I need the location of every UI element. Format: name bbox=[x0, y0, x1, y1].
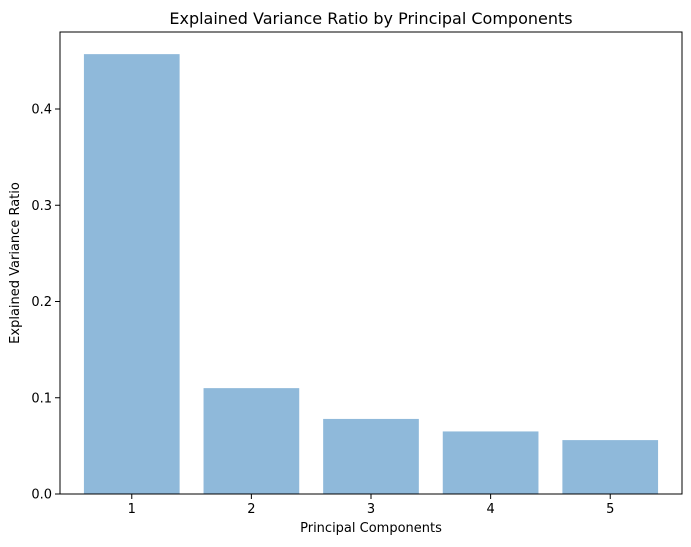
plot-frame bbox=[59, 31, 683, 495]
x-tick-label: 2 bbox=[247, 502, 255, 517]
y-tick-label: 0.1 bbox=[31, 391, 52, 406]
x-tick-label: 4 bbox=[486, 502, 494, 517]
y-tick-label: 0.4 bbox=[31, 103, 52, 118]
x-tick-label: 3 bbox=[367, 502, 375, 517]
y-axis-label: Explained Variance Ratio bbox=[8, 182, 23, 344]
x-tick-label: 1 bbox=[128, 502, 136, 517]
bar-1 bbox=[83, 54, 180, 494]
bars-layer bbox=[83, 54, 659, 495]
y-tick-label: 0.2 bbox=[31, 295, 52, 310]
bar-2 bbox=[203, 388, 300, 495]
chart-title: Explained Variance Ratio by Principal Co… bbox=[169, 9, 572, 28]
x-tick-label: 5 bbox=[606, 502, 614, 517]
bar-5 bbox=[562, 440, 659, 494]
y-tick-label: 0.0 bbox=[31, 488, 52, 503]
bar-3 bbox=[323, 418, 419, 494]
x-axis-ticks: 1 2 3 4 5 bbox=[128, 494, 614, 517]
bar-4 bbox=[442, 431, 539, 494]
x-axis-label: Principal Components bbox=[300, 521, 442, 536]
y-axis-ticks: 0.0 0.1 0.2 0.3 0.4 bbox=[31, 103, 60, 503]
y-tick-label: 0.3 bbox=[31, 199, 52, 214]
